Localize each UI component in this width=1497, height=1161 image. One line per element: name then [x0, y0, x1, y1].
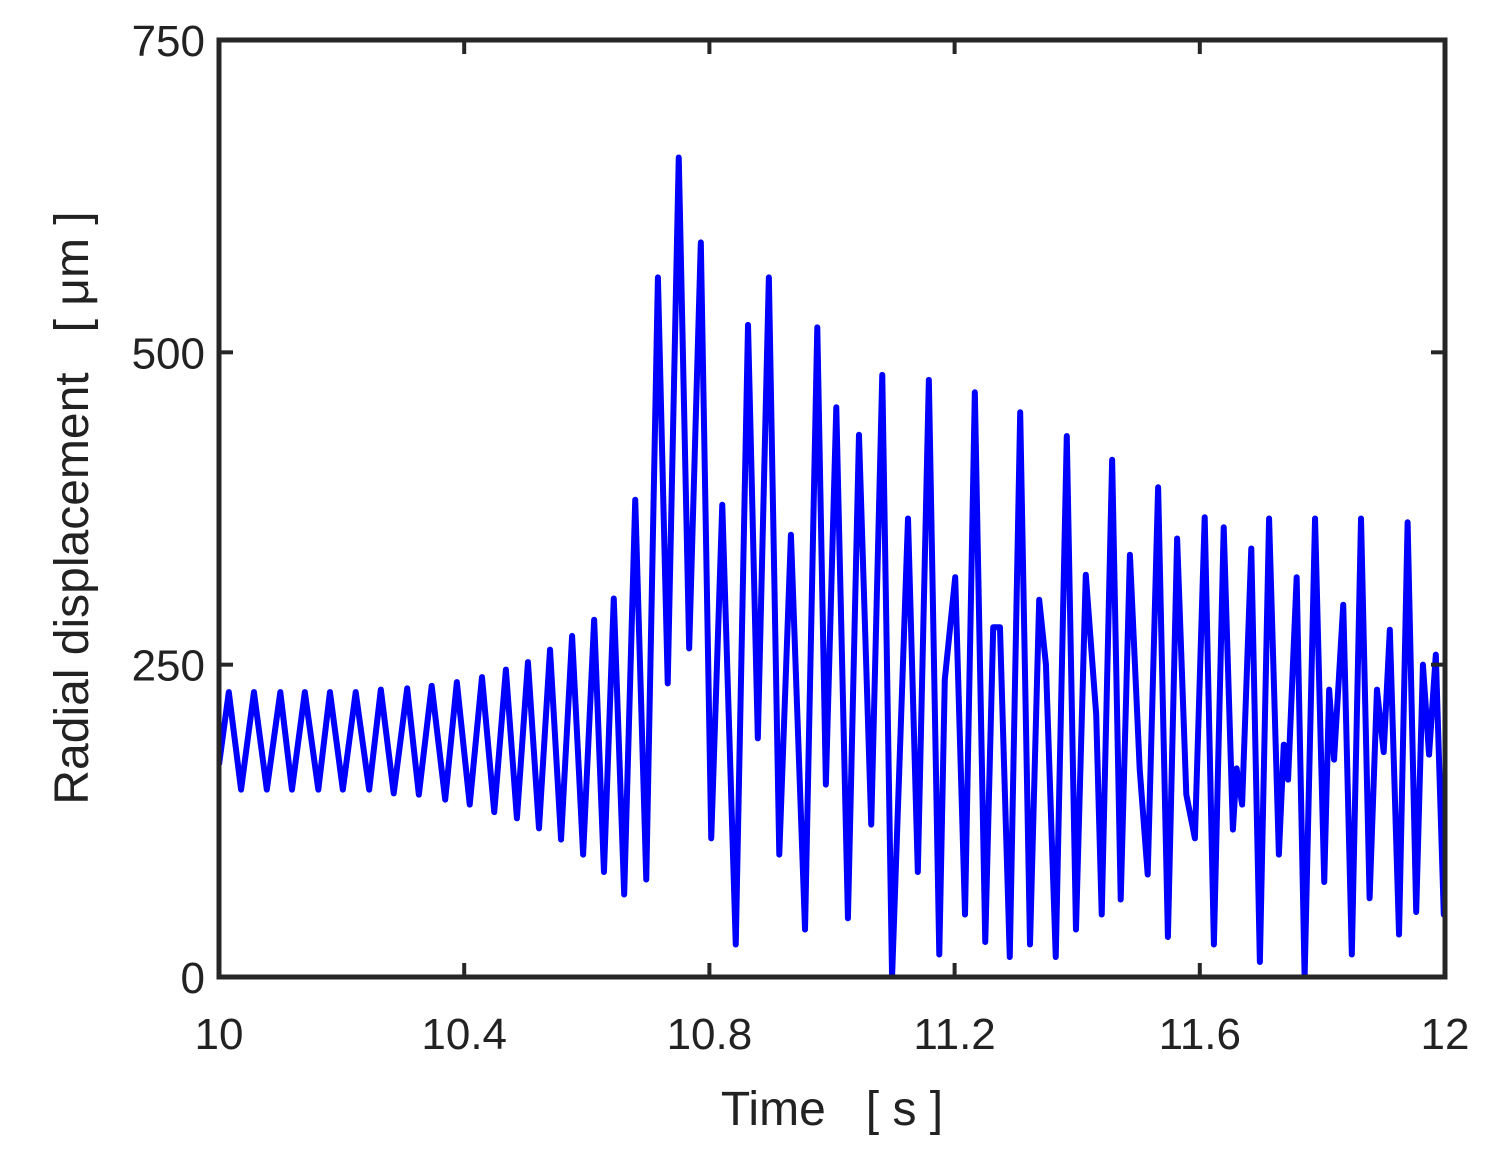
- x-tick-label: 12: [1421, 1010, 1470, 1059]
- y-tick-label: 0: [181, 954, 205, 1003]
- data-line: [219, 154, 1445, 977]
- x-tick-label: 10.8: [667, 1010, 753, 1059]
- x-tick-label: 11.6: [1159, 1010, 1241, 1059]
- y-tick-label: 750: [132, 17, 205, 66]
- x-tick-label: 10: [195, 1010, 244, 1059]
- y-axis-label: Radial displacement [ μm ]: [46, 211, 99, 804]
- x-axis-label: Time [ s ]: [721, 1083, 943, 1136]
- plot-frame: [216, 37, 1448, 980]
- y-tick-label: 250: [132, 642, 205, 691]
- y-tick-label: 500: [132, 329, 205, 378]
- x-tick-label: 11.2: [913, 1010, 995, 1059]
- x-tick-label: 10.4: [421, 1010, 507, 1059]
